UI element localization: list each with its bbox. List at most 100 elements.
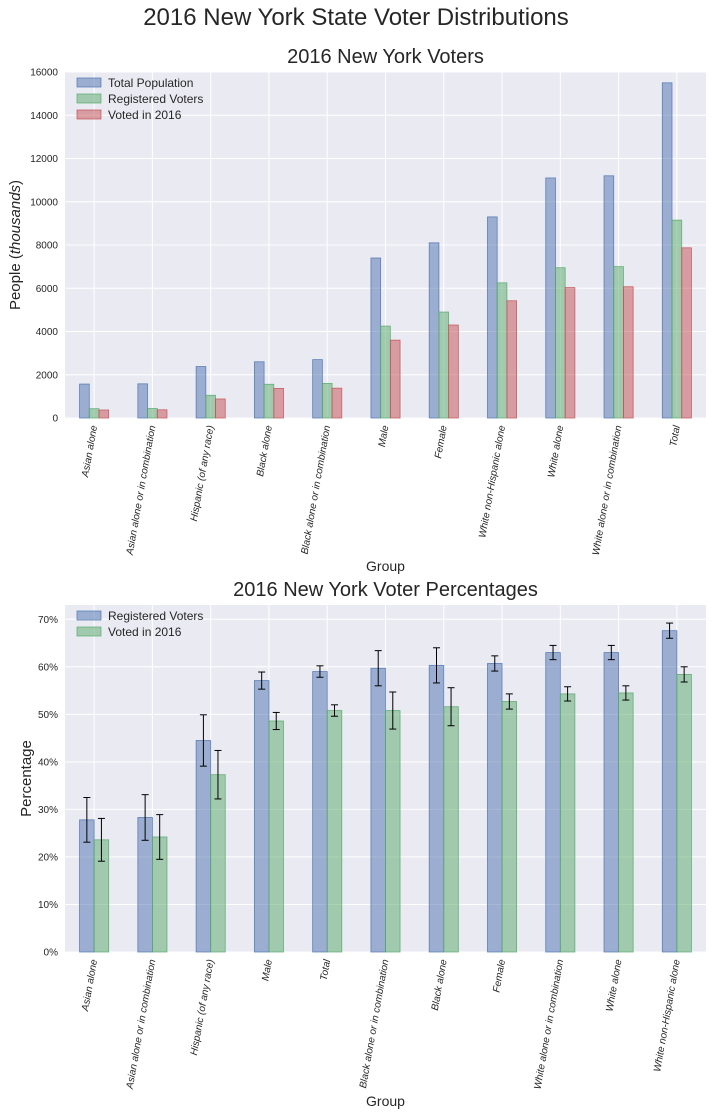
chart-1-ytick-label: 20% [38,852,58,863]
bar-registered-voters [438,311,450,419]
bar-total-population [603,175,615,419]
xtick-label: White alone or in combination [533,958,567,1090]
bar-total-population [195,366,207,419]
xtick-label: Hispanic (of any race) [189,425,217,523]
voters-bar-chart: 0 2000 4000 6000 8000 10000 12000 14000 16000 Asi… [7,46,706,574]
chart-1-ytick-label: 30% [38,805,58,816]
voter-percentages-bar-chart: 0% 10% 20% 30% 40% 50% 60% 70% Asian alone Asian … [18,579,706,1109]
bar-registered-voters [88,408,100,419]
xtick-label: Asian alone or in combination [125,958,159,1091]
bar-voted-in-2016 [448,324,459,419]
xtick-label: Total [319,958,334,982]
chart-0-ytick-label: 6000 [36,284,59,295]
legend-label-registered-voters: Registered Voters [108,609,203,623]
bar-voted-in-2016 [389,339,401,419]
bar-registered-voters [195,740,212,953]
bar-registered-voters [671,219,683,419]
xtick-label: White alone [546,424,566,478]
xtick-label: Male [260,958,275,982]
bar-registered-voters [370,667,386,953]
xtick-label: Black alone or in combination [358,958,392,1089]
chart-0-ytick-label: 8000 [36,241,59,252]
bar-registered-voters [496,282,508,419]
chart-1-ytick-label: 40% [38,757,58,768]
bar-voted-in-2016 [681,247,692,419]
bar-registered-voters [380,325,391,419]
bar-registered-voters [147,408,158,419]
bar-total-population [428,242,440,419]
bar-total-population [253,361,265,419]
chart-1-ytick-label: 0% [44,948,59,959]
chart-1-ytick-label: 50% [38,710,58,721]
chart-1-xlabel: Group [366,1093,405,1109]
xtick-label: Black alone [255,424,275,477]
chart-0-ytick-label: 14000 [30,111,58,122]
bar-voted-in-2016 [268,720,284,953]
chart-0-ytick-label: 10000 [30,197,58,208]
legend-swatch-voted-in-2016 [76,109,102,120]
xtick-label: Asian alone [80,958,100,1013]
bar-voted-in-2016 [156,409,168,419]
xtick-label: Female [433,424,450,459]
xtick-label: Female [491,958,508,993]
bar-voted-in-2016 [385,710,401,953]
legend-swatch-voted-in-2016 [76,626,102,637]
bar-registered-voters [253,680,270,953]
bar-registered-voters [205,394,216,419]
chart-0-ytick-label: 4000 [36,327,59,338]
chart-0-ytick-label: 12000 [30,154,58,165]
bar-voted-in-2016 [559,693,576,953]
legend-label-registered-voters: Registered Voters [108,92,203,106]
bar-total-population [370,257,382,419]
bar-registered-voters [321,382,333,419]
bar-total-population [545,177,556,419]
chart-0-ytick-label: 16000 [30,68,58,79]
chart-0-title: 2016 New York Voters [287,46,484,68]
bar-voted-in-2016 [210,774,226,953]
xtick-label: Male [377,424,392,448]
chart-1-ytick-label: 10% [38,900,58,911]
bar-registered-voters [312,671,328,953]
chart-0-xlabel: Group [366,558,405,574]
bar-registered-voters [603,652,619,953]
bar-total-population [79,383,90,419]
xtick-label: Total [668,424,683,448]
bar-total-population [137,383,148,419]
chart-0-ylabel: People (thousands) [7,180,24,310]
chart-1-ytick-label: 70% [38,615,58,626]
bar-registered-voters [428,664,445,953]
xtick-label: Asian alone [80,424,100,479]
xtick-label: Black alone [430,958,450,1011]
xtick-label: White alone or in combination [591,424,625,556]
legend-swatch-total-population [76,77,102,88]
bar-total-population [312,359,323,419]
legend-swatch-registered-voters [76,93,102,104]
bar-registered-voters [555,267,566,419]
bar-voted-in-2016 [676,674,692,953]
legend-swatch-registered-voters [76,610,102,621]
legend-label-total-population: Total Population [108,76,193,90]
legend-label-voted-in-2016: Voted in 2016 [108,108,182,122]
bar-registered-voters [661,630,678,953]
chart-1-title: 2016 New York Voter Percentages [233,579,538,601]
bar-voted-in-2016 [506,300,518,419]
xtick-label: White non-Hispanic alone [652,958,683,1073]
xtick-label: Asian alone or in combination [125,424,159,557]
bar-voted-in-2016 [618,692,634,953]
chart-0-ytick-label: 2000 [36,370,59,381]
bar-voted-in-2016 [215,398,226,419]
bar-total-population [661,82,673,419]
bar-registered-voters [263,383,275,419]
chart-1-ytick-label: 60% [38,662,58,673]
bar-voted-in-2016 [326,710,343,953]
figure-title: 2016 New York State Voter Distributions [143,4,569,31]
legend-label-voted-in-2016: Voted in 2016 [108,625,182,639]
bar-voted-in-2016 [331,387,343,419]
bar-total-population [487,216,498,419]
chart-1-ylabel: Percentage [18,740,35,817]
bar-voted-in-2016 [564,287,576,419]
bar-registered-voters [545,652,561,953]
bar-voted-in-2016 [443,706,459,953]
bar-registered-voters [613,266,624,419]
